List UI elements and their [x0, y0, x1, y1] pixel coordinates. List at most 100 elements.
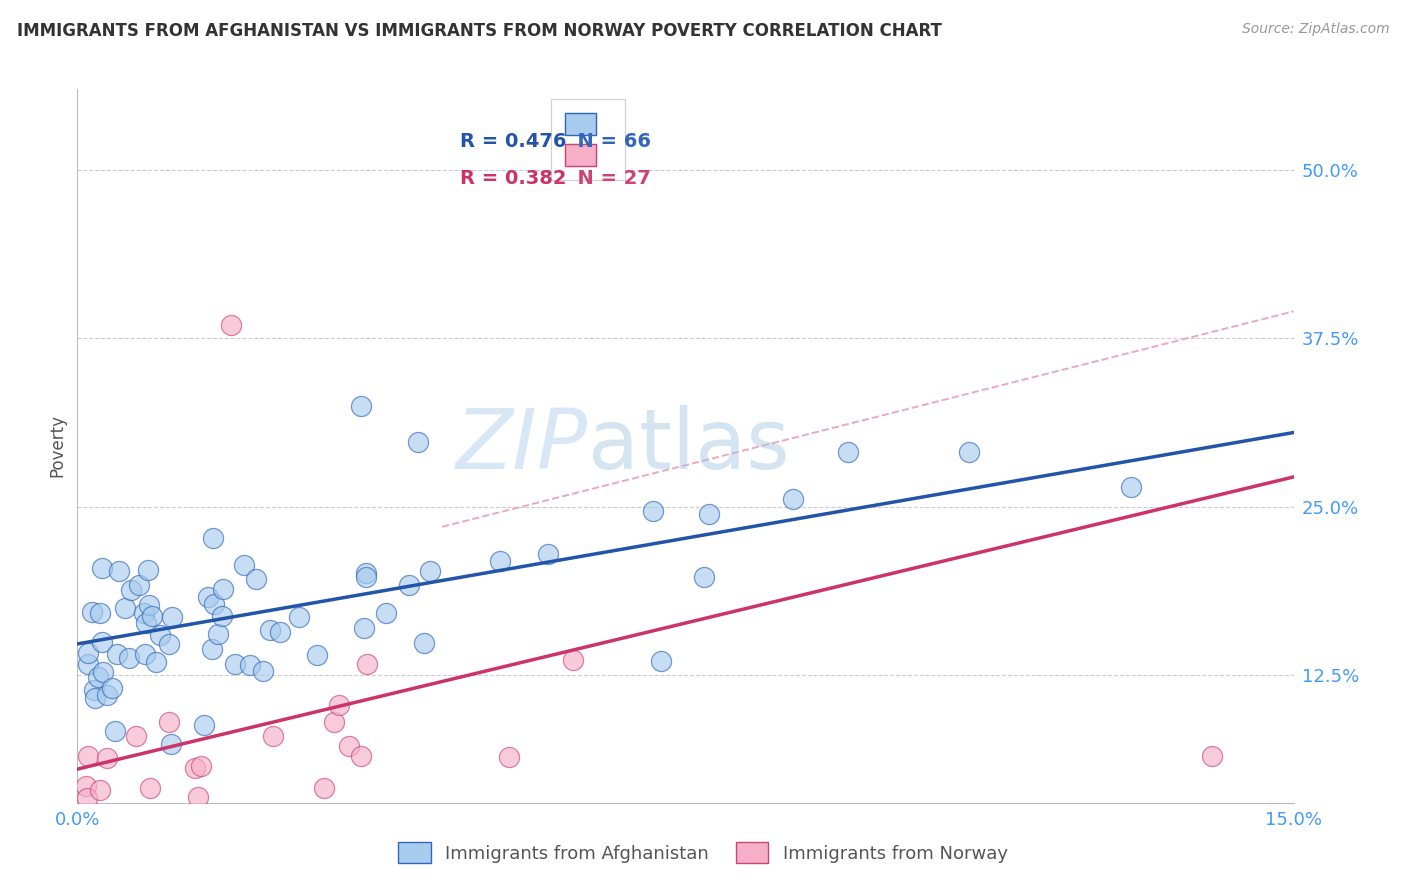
Point	[76, 646, 98, 660]
Point	[697, 507, 720, 521]
Point	[398, 578, 420, 592]
Point	[108, 564, 131, 578]
Point	[132, 809, 155, 823]
Point	[328, 698, 350, 713]
Point	[957, 444, 980, 458]
Point	[159, 737, 181, 751]
Point	[245, 572, 267, 586]
Point	[287, 610, 309, 624]
Point	[412, 635, 434, 649]
Point	[207, 627, 229, 641]
Point	[149, 627, 172, 641]
Point	[312, 781, 335, 796]
Point	[356, 570, 378, 584]
Point	[187, 790, 209, 805]
Point	[105, 647, 128, 661]
Point	[157, 714, 180, 729]
Point	[197, 590, 219, 604]
Point	[76, 791, 98, 805]
Point	[1201, 748, 1223, 763]
Point	[89, 606, 111, 620]
Point	[136, 563, 159, 577]
Point	[252, 665, 274, 679]
Point	[103, 809, 125, 823]
Point	[190, 759, 212, 773]
Point	[782, 491, 804, 506]
Point	[83, 682, 105, 697]
Point	[562, 653, 585, 667]
Point	[489, 554, 512, 568]
Point	[193, 718, 215, 732]
Point	[406, 434, 429, 449]
Point	[75, 809, 97, 823]
Point	[650, 655, 672, 669]
Point	[375, 606, 398, 620]
Point	[138, 599, 160, 613]
Point	[183, 761, 205, 775]
Point	[356, 657, 378, 671]
Point	[1121, 480, 1143, 494]
Point	[259, 624, 281, 638]
Point	[201, 642, 224, 657]
Point	[118, 651, 141, 665]
Point	[114, 601, 136, 615]
Point	[104, 723, 127, 738]
Point	[134, 647, 156, 661]
Point	[159, 637, 181, 651]
Point	[77, 748, 100, 763]
Point	[202, 597, 225, 611]
Point	[211, 609, 233, 624]
Point	[139, 780, 162, 795]
Y-axis label: Poverty: Poverty	[48, 415, 66, 477]
Text: Source: ZipAtlas.com: Source: ZipAtlas.com	[1241, 22, 1389, 37]
Point	[239, 657, 262, 672]
Point	[89, 783, 111, 797]
Legend: , : ,	[551, 99, 626, 180]
Point	[693, 570, 716, 584]
Point	[536, 547, 558, 561]
Point	[353, 621, 375, 635]
Point	[146, 809, 169, 823]
Point	[350, 399, 373, 413]
Point	[160, 609, 183, 624]
Point	[837, 444, 859, 458]
Text: R = 0.476: R = 0.476	[460, 132, 567, 151]
Point	[90, 634, 112, 648]
Point	[87, 670, 110, 684]
Point	[141, 608, 163, 623]
Point	[498, 750, 520, 764]
Point	[202, 531, 225, 545]
Point	[145, 655, 167, 669]
Text: atlas: atlas	[588, 406, 790, 486]
Legend: Immigrants from Afghanistan, Immigrants from Norway: Immigrants from Afghanistan, Immigrants …	[389, 833, 1017, 872]
Point	[96, 688, 118, 702]
Point	[221, 318, 243, 332]
Point	[212, 582, 235, 596]
Point	[641, 504, 664, 518]
Point	[125, 729, 148, 743]
Point	[337, 739, 360, 753]
Point	[262, 730, 284, 744]
Point	[90, 560, 112, 574]
Point	[305, 648, 328, 662]
Point	[75, 779, 97, 793]
Point	[232, 558, 254, 573]
Point	[269, 624, 291, 639]
Point	[128, 578, 150, 592]
Point	[350, 748, 373, 763]
Text: IMMIGRANTS FROM AFGHANISTAN VS IMMIGRANTS FROM NORWAY POVERTY CORRELATION CHART: IMMIGRANTS FROM AFGHANISTAN VS IMMIGRANT…	[17, 22, 942, 40]
Text: R = 0.382: R = 0.382	[460, 169, 567, 188]
Point	[120, 582, 142, 597]
Text: ZIP: ZIP	[456, 406, 588, 486]
Point	[419, 564, 441, 578]
Point	[83, 690, 105, 705]
Point	[80, 809, 103, 823]
Text: N = 27: N = 27	[564, 169, 651, 188]
Point	[135, 616, 157, 631]
Text: N = 66: N = 66	[564, 132, 651, 151]
Point	[91, 665, 114, 680]
Point	[354, 566, 377, 580]
Point	[76, 657, 98, 672]
Point	[224, 657, 246, 672]
Point	[96, 750, 118, 764]
